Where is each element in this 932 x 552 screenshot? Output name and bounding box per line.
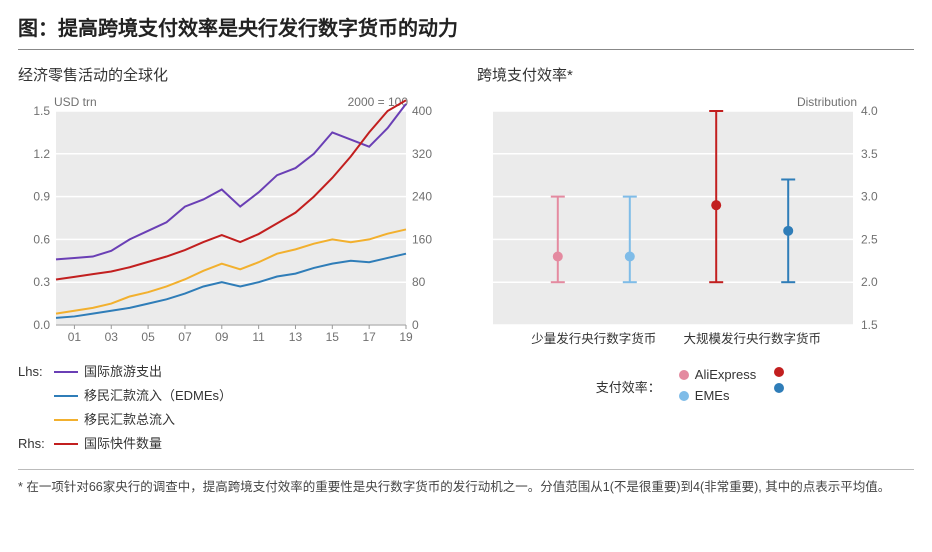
legend-dot — [679, 370, 689, 380]
legend-item: Rhs: 国际快件数量 — [18, 433, 466, 455]
right-subtitle: 跨境支付效率* — [477, 64, 914, 85]
svg-text:400: 400 — [412, 104, 432, 118]
legend-swatch — [54, 371, 78, 373]
footnote: * 在一项针对66家央行的调查中，提高跨境支付效率的重要性是央行数字货币的发行动… — [18, 469, 914, 497]
svg-text:0: 0 — [412, 318, 419, 332]
legend-label: 移民汇款总流入 — [84, 409, 175, 431]
svg-text:2.5: 2.5 — [861, 232, 878, 246]
svg-text:03: 03 — [105, 330, 119, 344]
svg-text:80: 80 — [412, 275, 426, 289]
legend-item: 移民汇款流入（EDMEs） — [18, 385, 466, 407]
charts-row: 经济零售活动的全球化 0.0 0.3 0.6 0.9 1.2 1.5 0 80 160 240 32… — [18, 64, 914, 351]
right-chart-svg: 1.5 2.0 2.5 3.0 3.5 4.0 Distribution 少量发行央行数字货币… — [477, 91, 907, 351]
legend-area: Lhs: 国际旅游支出移民汇款流入（EDMEs）移民汇款总流入 Rhs: 国际快件数量… — [18, 361, 914, 457]
svg-text:0.6: 0.6 — [33, 232, 50, 246]
svg-text:0.9: 0.9 — [33, 190, 50, 204]
svg-text:19: 19 — [399, 330, 413, 344]
legend-dot — [679, 391, 689, 401]
legend-dot — [774, 367, 784, 377]
dot-legend-item: AliExpress — [679, 367, 756, 382]
legend-label: 国际快件数量 — [84, 433, 162, 455]
legend-dot — [774, 383, 784, 393]
right-legend-title: 支付效率： — [596, 367, 661, 396]
dot-legend-item — [774, 367, 784, 377]
svg-text:3.5: 3.5 — [861, 147, 878, 161]
legend-item: 移民汇款总流入 — [18, 409, 466, 431]
svg-text:Distribution: Distribution — [797, 95, 857, 109]
svg-text:3.0: 3.0 — [861, 190, 878, 204]
left-chart-svg: 0.0 0.3 0.6 0.9 1.2 1.5 0 80 160 240 320 400 USD trn… — [18, 91, 448, 351]
legend-label: AliExpress — [695, 367, 756, 382]
dot-legend-item: EMEs — [679, 388, 756, 403]
svg-text:2000 = 100: 2000 = 100 — [348, 95, 409, 109]
svg-text:2.0: 2.0 — [861, 275, 878, 289]
svg-text:11: 11 — [252, 330, 265, 344]
legend-axis-label: Rhs: — [18, 433, 48, 455]
legend-swatch — [54, 443, 78, 445]
svg-text:4.0: 4.0 — [861, 104, 878, 118]
right-chart-panel: 跨境支付效率* 1.5 2.0 2.5 3.0 3.5 4.0 Distribution 少量… — [477, 64, 914, 351]
main-title: 图：提高跨境支付效率是央行发行数字货币的动力 — [18, 12, 914, 50]
legend-label: EMEs — [695, 388, 730, 403]
svg-text:0.0: 0.0 — [33, 318, 50, 332]
left-legend: Lhs: 国际旅游支出移民汇款流入（EDMEs）移民汇款总流入 Rhs: 国际快件数量 — [18, 361, 466, 457]
svg-text:15: 15 — [326, 330, 340, 344]
legend-label: 移民汇款流入（EDMEs） — [84, 385, 232, 407]
svg-text:01: 01 — [68, 330, 82, 344]
svg-text:13: 13 — [289, 330, 303, 344]
svg-text:0.3: 0.3 — [33, 275, 50, 289]
svg-text:240: 240 — [412, 190, 432, 204]
svg-text:1.5: 1.5 — [33, 104, 50, 118]
svg-text:1.2: 1.2 — [33, 147, 50, 161]
right-legend: 支付效率： AliExpress EMEs — [466, 361, 914, 457]
svg-text:17: 17 — [362, 330, 376, 344]
legend-swatch — [54, 395, 78, 397]
legend-item: Lhs: 国际旅游支出 — [18, 361, 466, 383]
svg-text:USD trn: USD trn — [54, 95, 97, 109]
legend-swatch — [54, 419, 78, 421]
legend-label: 国际旅游支出 — [84, 361, 162, 383]
left-chart-panel: 经济零售活动的全球化 0.0 0.3 0.6 0.9 1.2 1.5 0 80 160 240 32… — [18, 64, 455, 351]
svg-text:05: 05 — [141, 330, 155, 344]
svg-text:320: 320 — [412, 147, 432, 161]
legend-axis-label: Lhs: — [18, 361, 48, 383]
svg-text:少量发行央行数字货币: 少量发行央行数字货币 — [531, 331, 656, 346]
left-subtitle: 经济零售活动的全球化 — [18, 64, 455, 85]
svg-text:大规模发行央行数字货币: 大规模发行央行数字货币 — [683, 331, 821, 346]
svg-text:07: 07 — [178, 330, 192, 344]
dot-legend-item — [774, 383, 784, 393]
svg-text:1.5: 1.5 — [861, 318, 878, 332]
svg-text:09: 09 — [215, 330, 229, 344]
svg-text:160: 160 — [412, 232, 432, 246]
